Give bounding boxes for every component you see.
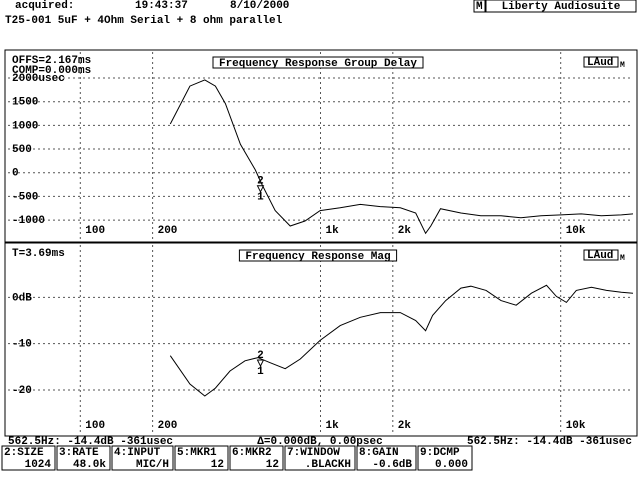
function-key xyxy=(111,445,174,471)
x-tick-label: 2k xyxy=(398,225,412,237)
y-tick-label: -10 xyxy=(12,339,32,351)
badge-sub: M xyxy=(620,61,625,70)
function-key-value: 48.0k xyxy=(73,459,106,471)
note: T=3.69ms xyxy=(12,248,65,260)
x-tick-label: 200 xyxy=(158,420,178,432)
badge: LAud xyxy=(587,250,613,262)
y-tick-label: 1000 xyxy=(12,120,38,132)
function-key-value: MIC/H xyxy=(136,459,169,471)
curve xyxy=(169,284,633,397)
marker-label: 1 xyxy=(257,192,264,204)
marker xyxy=(256,185,265,193)
description: T25-001 5uF + 4Ohm Serial + 8 ohm parall… xyxy=(5,15,283,27)
mode-box xyxy=(473,0,486,13)
chart-title: Frequency Response Mag xyxy=(245,251,390,263)
badge-box xyxy=(583,56,619,68)
y-tick-label: 2000usec xyxy=(12,73,65,85)
function-key-value: 12 xyxy=(211,459,224,471)
function-key xyxy=(1,445,56,471)
function-key-label: 8:GAIN xyxy=(359,447,399,459)
marker xyxy=(256,359,265,368)
y-tick-label: 500 xyxy=(12,144,32,156)
function-key-label: 4:INPUT xyxy=(114,447,161,459)
status-right: 562.5Hz: -14.4dB -361usec xyxy=(467,436,632,448)
function-key xyxy=(174,445,229,471)
status-left: 562.5Hz: -14.4dB -361usec xyxy=(8,436,173,448)
badge: LAud xyxy=(587,57,613,69)
function-key-value: 0.000 xyxy=(435,459,468,471)
function-key-value: 1024 xyxy=(25,459,52,471)
function-key-label: 6:MKR2 xyxy=(232,447,272,459)
function-key-label: 3:RATE xyxy=(59,447,99,459)
time: 19:43:37 xyxy=(135,0,188,12)
x-tick-label: 100 xyxy=(85,420,105,432)
y-tick-label: 1500 xyxy=(12,97,38,109)
function-key xyxy=(356,445,417,471)
marker-label: 2 xyxy=(257,176,264,188)
app-mode: M xyxy=(476,1,483,13)
function-key xyxy=(56,445,111,471)
y-tick-label: 0 xyxy=(12,168,19,180)
function-key-value: .BLACKH xyxy=(305,459,351,471)
function-key-label: 5:MKR1 xyxy=(177,447,217,459)
function-key xyxy=(229,445,284,471)
x-tick-label: 100 xyxy=(85,225,105,237)
title-box xyxy=(212,56,424,69)
x-tick-label: 10k xyxy=(566,420,586,432)
function-key-label: 7:WINDOW xyxy=(287,447,340,459)
chart-title: Frequency Response Group Delay xyxy=(219,58,417,70)
app-name: Liberty Audiosuite xyxy=(502,1,621,13)
x-tick-label: 200 xyxy=(158,225,178,237)
y-tick-label: -1000 xyxy=(12,215,45,227)
note: COMP=0.000ms xyxy=(12,65,91,77)
acquired-label: acquired: xyxy=(15,0,74,12)
title-box xyxy=(238,249,398,262)
marker-label: 1 xyxy=(257,366,264,378)
function-key-label: 2:SIZE xyxy=(4,447,44,459)
x-tick-label: 1k xyxy=(326,420,340,432)
function-key-value: 12 xyxy=(266,459,279,471)
x-tick-label: 2k xyxy=(398,420,412,432)
function-key xyxy=(284,445,356,471)
y-tick-label: -500 xyxy=(12,191,38,203)
status-center: ∆=0.000dB, 0.00psec xyxy=(257,436,382,448)
marker-label: 2 xyxy=(257,350,264,362)
x-tick-label: 10k xyxy=(566,225,586,237)
curve xyxy=(169,79,633,235)
badge-sub: M xyxy=(620,254,625,263)
function-key-label: 9:DCMP xyxy=(420,447,460,459)
y-tick-label: -20 xyxy=(12,385,32,397)
note: OFFS=2.167ms xyxy=(12,55,91,67)
function-key xyxy=(417,445,473,471)
app-box xyxy=(485,0,637,13)
badge-box xyxy=(583,249,619,261)
y-tick-label: 0dB xyxy=(12,292,32,304)
date: 8/10/2000 xyxy=(230,0,289,12)
function-key-value: -0.6dB xyxy=(372,459,412,471)
x-tick-label: 1k xyxy=(326,225,340,237)
